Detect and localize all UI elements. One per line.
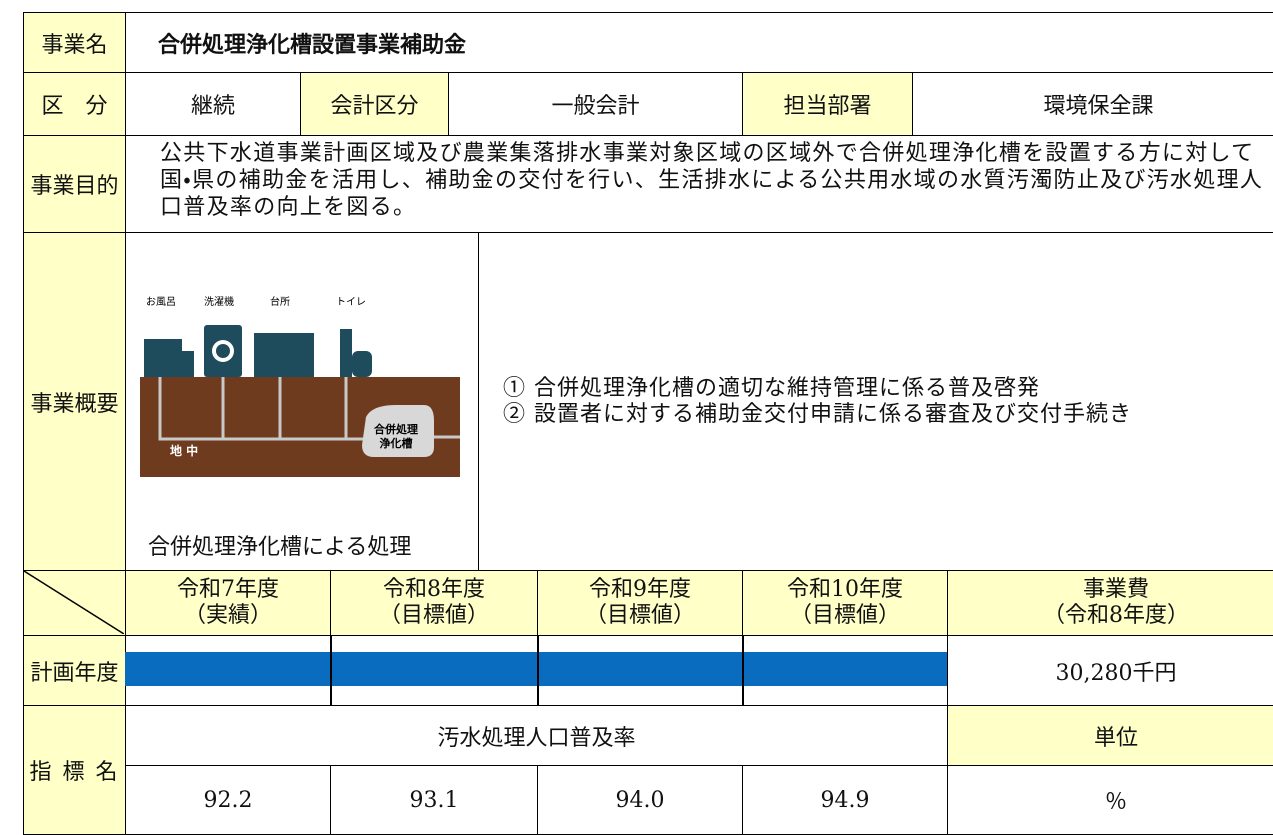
overview-item: ② 設置者に対する補助金交付申請に係る審査及び交付手続き	[503, 401, 1132, 427]
cost-value: 30,280千円	[947, 635, 1273, 706]
fixture-label: 台所	[270, 295, 290, 308]
year-note: （目標値）	[378, 603, 489, 628]
indicator-value: 92.2	[125, 765, 331, 835]
divider	[537, 635, 539, 706]
unit: ％	[947, 765, 1273, 835]
label-cell: 事業目的	[23, 135, 126, 233]
year: 令和10年度	[787, 577, 903, 602]
tank-label: 浄化槽	[380, 436, 413, 450]
year-header: 令和7年度 （実績）	[125, 570, 331, 636]
purpose-text: 公共下水道事業計画区域及び農業集落排水事業対象区域の区域外で合併処理浄化槽を設置…	[125, 135, 1273, 233]
year-header: 令和10年度 （目標値）	[742, 570, 948, 636]
corner-cell	[23, 570, 126, 636]
cost-title: 事業費	[1082, 577, 1149, 602]
illustration-cell: 合併処理 浄化槽 地 中 お風呂 洗濯機 台所 トイレ 合併処理浄化槽による処理	[125, 232, 479, 571]
cost-note: （令和8年度）	[1043, 603, 1189, 628]
label-cell: 会計区分	[300, 72, 449, 136]
tank-label: 合併処理	[373, 422, 418, 436]
year: 令和7年度	[177, 577, 279, 602]
value-cell: 環境保全課	[912, 72, 1273, 136]
fixture-label: お風呂	[146, 296, 176, 308]
ground-label: 地 中	[170, 443, 198, 458]
label-cell: 事業概要	[23, 232, 126, 571]
label-cell: 計画年度	[23, 635, 126, 706]
indicator-value: 93.1	[330, 765, 538, 835]
fixtures	[144, 325, 372, 377]
label-cell: 区 分	[23, 72, 126, 136]
diagonal	[24, 571, 124, 634]
label-cell: 指 標 名	[23, 705, 126, 835]
divider	[330, 635, 332, 706]
year-header: 令和9年度 （目標値）	[537, 570, 743, 636]
illustration: 合併処理 浄化槽 地 中 お風呂 洗濯機 台所 トイレ	[140, 295, 460, 477]
fixture-label: トイレ	[336, 297, 366, 308]
schedule-bar	[125, 652, 948, 686]
project-title: 合併処理浄化槽設置事業補助金	[125, 12, 1273, 73]
label-cell: 事業名	[23, 12, 126, 73]
year: 令和9年度	[589, 577, 691, 602]
indicator-value: 94.0	[537, 765, 743, 835]
value-cell: 一般会計	[448, 72, 743, 136]
year-header: 令和8年度 （目標値）	[330, 570, 538, 636]
cost-header: 事業費 （令和8年度）	[947, 570, 1273, 636]
indicator-value: 94.9	[742, 765, 948, 835]
unit-label: 単位	[947, 705, 1273, 766]
year-note: （目標値）	[584, 603, 695, 628]
indicator-name: 汚水処理人口普及率	[125, 705, 948, 766]
year-note: （目標値）	[789, 603, 900, 628]
year-note: （実績）	[183, 603, 272, 628]
year: 令和8年度	[383, 577, 485, 602]
caption: 合併処理浄化槽による処理	[148, 535, 412, 560]
fixture-label: 洗濯機	[204, 295, 234, 308]
value-cell: 継続	[125, 72, 301, 136]
label-cell: 担当部署	[742, 72, 913, 136]
pipes	[158, 377, 460, 441]
tank	[362, 405, 434, 457]
overview-item: ① 合併処理浄化槽の適切な維持管理に係る普及啓発	[503, 375, 1040, 401]
divider	[742, 635, 744, 706]
overview-items: ① 合併処理浄化槽の適切な維持管理に係る普及啓発 ② 設置者に対する補助金交付申…	[478, 232, 1273, 571]
